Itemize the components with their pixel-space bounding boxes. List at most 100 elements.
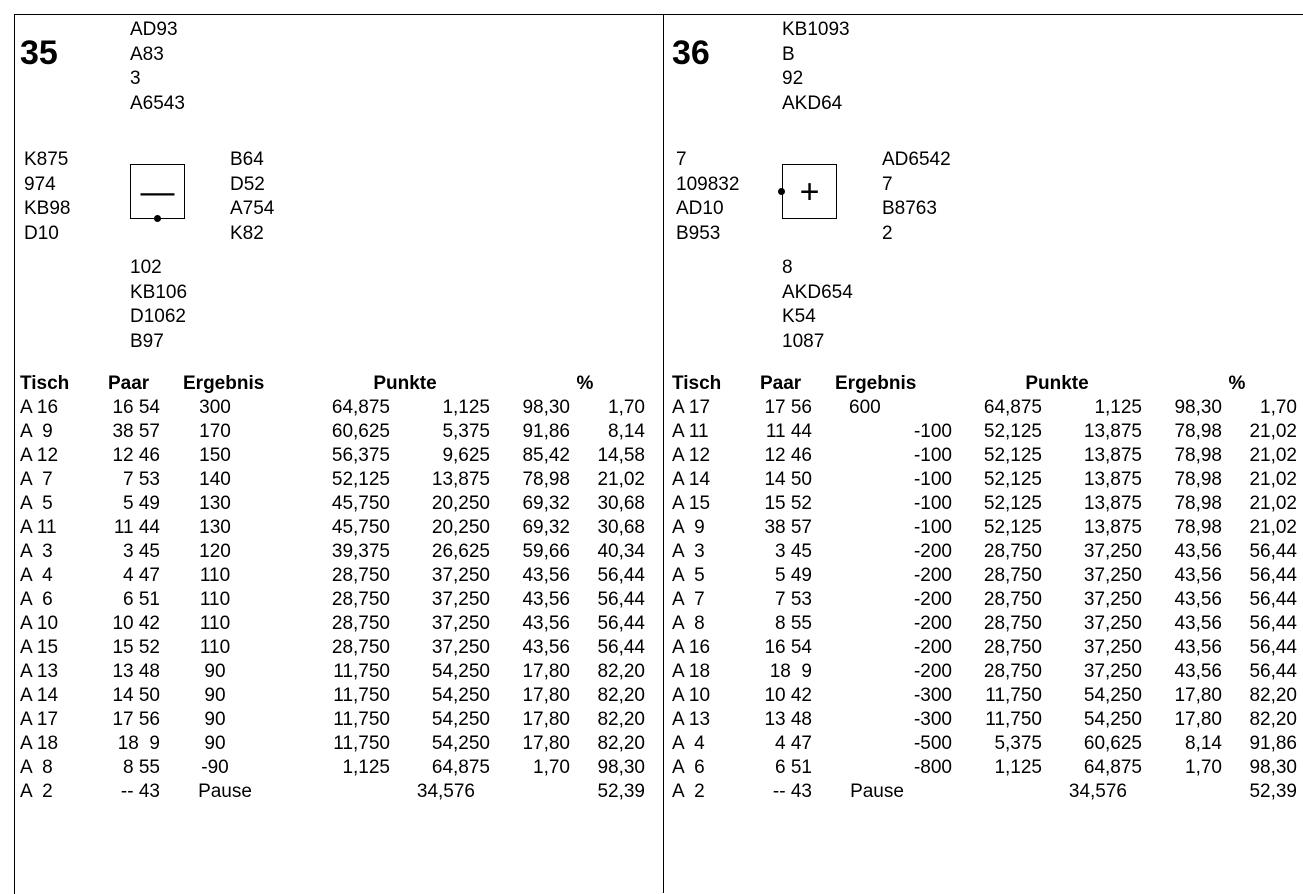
cell-punkte-ow: 9,625 bbox=[442, 445, 490, 466]
cell-pct-ns: 69,32 bbox=[522, 517, 570, 538]
cell-punkte-ow: 1,125 bbox=[442, 397, 490, 418]
vulnerability-box: + bbox=[782, 164, 837, 219]
cell-pct-ns: 43,56 bbox=[1174, 613, 1222, 634]
cell-pct-ns: 43,56 bbox=[1174, 661, 1222, 682]
cell-pct-ow: 98,30 bbox=[1249, 757, 1297, 778]
cell-pct-ow: 82,20 bbox=[1249, 685, 1297, 706]
cell-punkte-ns: 28,750 bbox=[331, 637, 390, 658]
cell-pct-ow: 21,02 bbox=[1249, 517, 1297, 538]
cell-pct-ow: 21,02 bbox=[1249, 421, 1297, 442]
cell-punkte-ns: 28,750 bbox=[331, 589, 390, 610]
cell-ergebnis: 140 bbox=[199, 469, 231, 490]
cell-pct-ns: 78,98 bbox=[1174, 421, 1222, 442]
cell-ergebnis: 600 bbox=[849, 397, 881, 418]
cell-punkte-ow: 54,250 bbox=[431, 685, 490, 706]
cell-paar: 6 51 bbox=[775, 757, 812, 778]
cell-pct-ow: 56,44 bbox=[1249, 613, 1297, 634]
cell-punkte-ns: 11,750 bbox=[333, 733, 390, 754]
cell-paar: 7 53 bbox=[123, 469, 160, 490]
cell-paar: -- 43 bbox=[120, 781, 160, 802]
table-row: A 7 7 53 140 52,125 13,875 78,98 21,02 bbox=[20, 468, 660, 492]
cell-tisch: A 4 bbox=[672, 733, 705, 754]
cell-tisch: A 2 bbox=[672, 781, 705, 802]
cell-punkte-ow: 54,250 bbox=[431, 709, 490, 730]
cell-paar: 3 45 bbox=[775, 541, 812, 562]
suit-holding: KB1093 bbox=[782, 19, 850, 40]
cell-punkte-ns: 5,375 bbox=[994, 733, 1042, 754]
suit-holding: AD10 bbox=[676, 198, 724, 219]
cell-punkte-ns: 11,750 bbox=[333, 661, 390, 682]
cell-tisch: A 17 bbox=[20, 709, 59, 730]
cell-punkte-ns: 28,750 bbox=[983, 613, 1042, 634]
table-row: A 5 5 49 130 45,750 20,250 69,32 30,68 bbox=[20, 492, 660, 516]
cell-punkte-ns: 28,750 bbox=[983, 637, 1042, 658]
cell-pct-ns: 43,56 bbox=[522, 565, 570, 586]
table-row: A 5 5 49 -200 28,750 37,250 43,56 56,44 bbox=[672, 564, 1303, 588]
cell-paar: 17 56 bbox=[764, 397, 812, 418]
suit-holding: B64 bbox=[230, 149, 264, 170]
table-row: A 13 13 48 90 11,750 54,250 17,80 82,20 bbox=[20, 660, 660, 684]
table-row: A 2 -- 43 Pause 34,576 52,39 bbox=[672, 780, 1303, 804]
hand-east: AD6542 7 B8763 2 bbox=[882, 148, 951, 246]
table-row: A 15 15 52 -100 52,125 13,875 78,98 21,02 bbox=[672, 492, 1303, 516]
table-row: A 3 3 45 -200 28,750 37,250 43,56 56,44 bbox=[672, 540, 1303, 564]
cell-punkte-ow: 37,250 bbox=[1083, 565, 1142, 586]
cell-tisch: A 15 bbox=[20, 637, 59, 658]
cell-tisch: A 13 bbox=[672, 709, 711, 730]
cell-paar: 16 54 bbox=[764, 637, 812, 658]
cell-pct-ow: 56,44 bbox=[1249, 589, 1297, 610]
cell-pct-ow: 82,20 bbox=[597, 661, 645, 682]
header-tisch: Tisch bbox=[672, 373, 722, 394]
cell-paar: 14 50 bbox=[764, 469, 812, 490]
cell-tisch: A 16 bbox=[20, 397, 59, 418]
cell-punkte-ow: 54,250 bbox=[1083, 709, 1142, 730]
cell-ergebnis: 300 bbox=[199, 397, 231, 418]
suit-holding: 7 bbox=[676, 149, 687, 170]
cell-punkte-ns: 11,750 bbox=[985, 685, 1042, 706]
cell-tisch: A 6 bbox=[20, 589, 53, 610]
cell-ergebnis: -100 bbox=[913, 493, 952, 514]
suit-holding: K54 bbox=[782, 306, 816, 327]
table-row: A 8 8 55 -200 28,750 37,250 43,56 56,44 bbox=[672, 612, 1303, 636]
cell-pct-ow: 52,39 bbox=[1249, 781, 1297, 802]
cell-pct-ow: 56,44 bbox=[597, 589, 645, 610]
cell-ergebnis: -200 bbox=[913, 637, 952, 658]
cell-pct-ow: 30,68 bbox=[597, 493, 645, 514]
cell-pct-ns: 17,80 bbox=[522, 685, 570, 706]
table-row: A 14 14 50 90 11,750 54,250 17,80 82,20 bbox=[20, 684, 660, 708]
cell-punkte-ns: 52,125 bbox=[983, 421, 1042, 442]
cell-ergebnis: 90 bbox=[204, 661, 226, 682]
cell-punkte-ow: 20,250 bbox=[431, 493, 490, 514]
cell-punkte-ns: 39,375 bbox=[331, 541, 390, 562]
cell-paar: 14 50 bbox=[112, 685, 160, 706]
cell-punkte-ns: 52,125 bbox=[983, 517, 1042, 538]
cell-pct-ow: 52,39 bbox=[597, 781, 645, 802]
cell-punkte-ns: 28,750 bbox=[983, 565, 1042, 586]
table-row: A 18 18 9 -200 28,750 37,250 43,56 56,44 bbox=[672, 660, 1303, 684]
cell-punkte-ow: 37,250 bbox=[431, 613, 490, 634]
cell-pct-ow: 56,44 bbox=[597, 637, 645, 658]
cell-pct-ns: 78,98 bbox=[1174, 469, 1222, 490]
cell-pct-ns: 17,80 bbox=[1174, 709, 1222, 730]
cell-ergebnis: 110 bbox=[199, 613, 231, 634]
cell-pct-ns: 78,98 bbox=[1174, 493, 1222, 514]
header-ergebnis: Ergebnis bbox=[835, 373, 917, 394]
cell-pct-ow: 56,44 bbox=[597, 613, 645, 634]
cell-ergebnis: Pause bbox=[198, 781, 252, 802]
cell-ergebnis: -200 bbox=[913, 541, 952, 562]
board-panel-36: 36 KB1093 B 92 AKD64 7 109832 AD10 B953 AD6542 7 B8… bbox=[672, 14, 1303, 893]
cell-pct-ow: 21,02 bbox=[597, 469, 645, 490]
cell-ergebnis: -90 bbox=[201, 757, 229, 778]
cell-pct-ow: 82,20 bbox=[1249, 709, 1297, 730]
suit-holding: 7 bbox=[882, 173, 893, 195]
vulnerability-none-icon: — bbox=[140, 172, 175, 211]
vulnerability-all-icon: + bbox=[799, 172, 820, 211]
panel-divider bbox=[663, 14, 664, 893]
cell-pct-ow: 21,02 bbox=[1249, 469, 1297, 490]
cell-ergebnis: -100 bbox=[913, 445, 952, 466]
cell-ergebnis: 90 bbox=[204, 709, 226, 730]
cell-punkte-ns: 28,750 bbox=[983, 589, 1042, 610]
cell-ergebnis: -300 bbox=[913, 709, 952, 730]
table-row: A 9 38 57 -100 52,125 13,875 78,98 21,02 bbox=[672, 516, 1303, 540]
cell-ergebnis: -200 bbox=[913, 661, 952, 682]
